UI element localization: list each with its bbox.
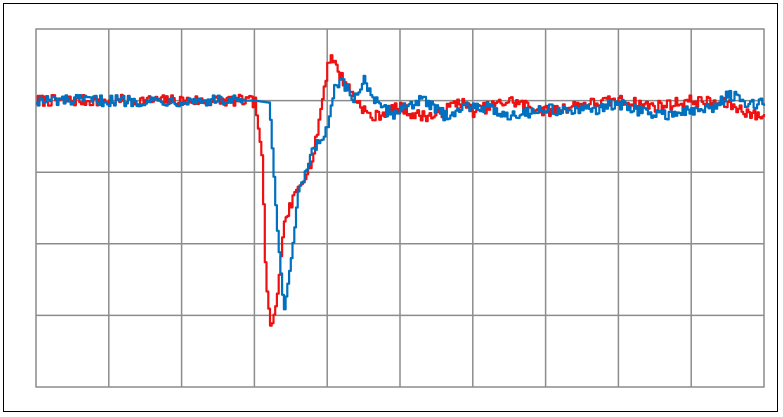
series-layer [36,54,766,327]
series-line-2 [36,74,766,311]
chart-frame [3,3,778,412]
grid [35,28,765,388]
